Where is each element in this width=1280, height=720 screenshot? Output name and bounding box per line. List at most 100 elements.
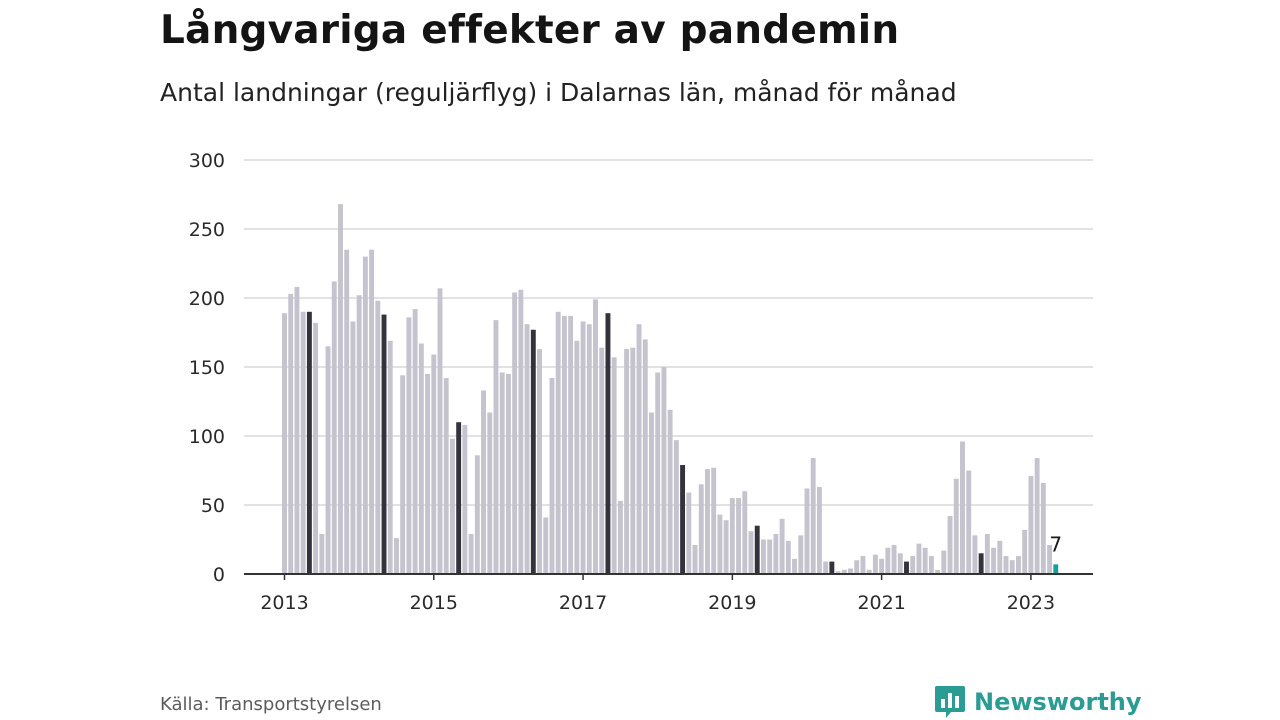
- bar: [848, 568, 853, 574]
- bar: [953, 478, 959, 574]
- bar: [294, 286, 300, 574]
- bar: [792, 558, 797, 574]
- bar: [524, 324, 530, 574]
- bar: [935, 569, 941, 574]
- bar: [487, 412, 493, 574]
- bar: [897, 553, 903, 574]
- bar: [306, 311, 312, 574]
- bar: [680, 464, 686, 574]
- bar: [394, 538, 399, 574]
- bar: [649, 412, 654, 574]
- bar: [418, 343, 424, 574]
- bar: [860, 556, 866, 574]
- bar: [760, 539, 766, 574]
- bar: [481, 390, 486, 574]
- source-note: Källa: Transportstyrelsen: [160, 694, 382, 715]
- bar: [387, 340, 393, 574]
- bar: [810, 458, 816, 574]
- chart-subtitle: Antal landningar (reguljärflyg) i Dalarn…: [160, 78, 957, 107]
- bar: [785, 540, 791, 574]
- bar: [705, 469, 710, 574]
- bar: [829, 561, 835, 574]
- bar: [437, 288, 443, 574]
- y-tick-label: 300: [189, 150, 225, 172]
- bar: [1028, 476, 1034, 574]
- bar: [835, 571, 841, 574]
- x-tick-label: 2013: [260, 592, 308, 614]
- bar: [543, 517, 549, 574]
- bar: [1053, 564, 1059, 574]
- bar: [960, 441, 965, 574]
- bar: [941, 550, 947, 574]
- bar: [319, 533, 325, 574]
- bar: [1047, 545, 1053, 574]
- bar: [344, 249, 350, 574]
- bar: [356, 295, 362, 574]
- bar: [400, 375, 406, 574]
- bar: [593, 299, 598, 574]
- bar: [449, 438, 455, 574]
- bars: [282, 204, 1059, 574]
- bar: [748, 531, 754, 574]
- x-tick-label: 2021: [857, 592, 905, 614]
- bar: [537, 349, 542, 574]
- bar: [406, 317, 412, 574]
- bar: [574, 340, 580, 574]
- bar: [331, 281, 337, 574]
- y-tick-label: 150: [189, 357, 225, 379]
- bar: [922, 547, 928, 574]
- bar: [841, 569, 847, 574]
- bar: [972, 535, 978, 574]
- y-tick-label: 250: [189, 219, 225, 241]
- bar: [338, 204, 343, 574]
- y-tick-label: 200: [189, 288, 225, 310]
- axes: [244, 573, 1093, 580]
- bar: [530, 329, 536, 574]
- bar: [661, 367, 667, 574]
- bar: [854, 560, 860, 574]
- bar: [1040, 482, 1046, 574]
- bar: [885, 547, 891, 574]
- bar: [1034, 458, 1040, 574]
- bar: [630, 347, 636, 574]
- bar: [816, 487, 822, 574]
- bar: [723, 520, 729, 574]
- x-tick-label: 2017: [559, 592, 607, 614]
- bar: [767, 539, 773, 574]
- bar: [1022, 529, 1028, 574]
- bar: [443, 378, 449, 574]
- bar: [599, 347, 605, 574]
- bar: [1003, 556, 1009, 574]
- bar: [381, 314, 387, 574]
- bar: [505, 373, 511, 574]
- bar: [978, 553, 984, 574]
- bar: [580, 321, 586, 574]
- bar: [412, 309, 418, 574]
- bar: [493, 320, 499, 574]
- bar-chart: 0 50 100 150 200 250 300 2013 2015 2017 2019 2021 20…: [189, 150, 1093, 614]
- y-tick-label: 0: [213, 564, 225, 586]
- bar: [729, 498, 735, 574]
- bar: [928, 556, 934, 574]
- bar: [468, 533, 474, 574]
- bar: [462, 424, 468, 574]
- bar: [300, 311, 306, 574]
- bar: [288, 293, 294, 574]
- bar: [549, 378, 555, 574]
- bar: [568, 315, 574, 574]
- bar: [586, 324, 592, 574]
- chart-title: Långvariga effekter av pandemin: [160, 8, 900, 53]
- bar: [642, 339, 648, 574]
- bar: [313, 322, 319, 574]
- bar: [717, 514, 723, 574]
- bar: [997, 540, 1003, 574]
- bar: [655, 372, 661, 574]
- bar: [518, 289, 524, 574]
- bar: [325, 346, 331, 574]
- bar: [966, 470, 972, 574]
- newsworthy-logo-icon: [935, 686, 965, 718]
- bar: [1016, 556, 1021, 574]
- bar: [904, 561, 909, 574]
- bar: [456, 422, 462, 574]
- bar: [773, 533, 779, 574]
